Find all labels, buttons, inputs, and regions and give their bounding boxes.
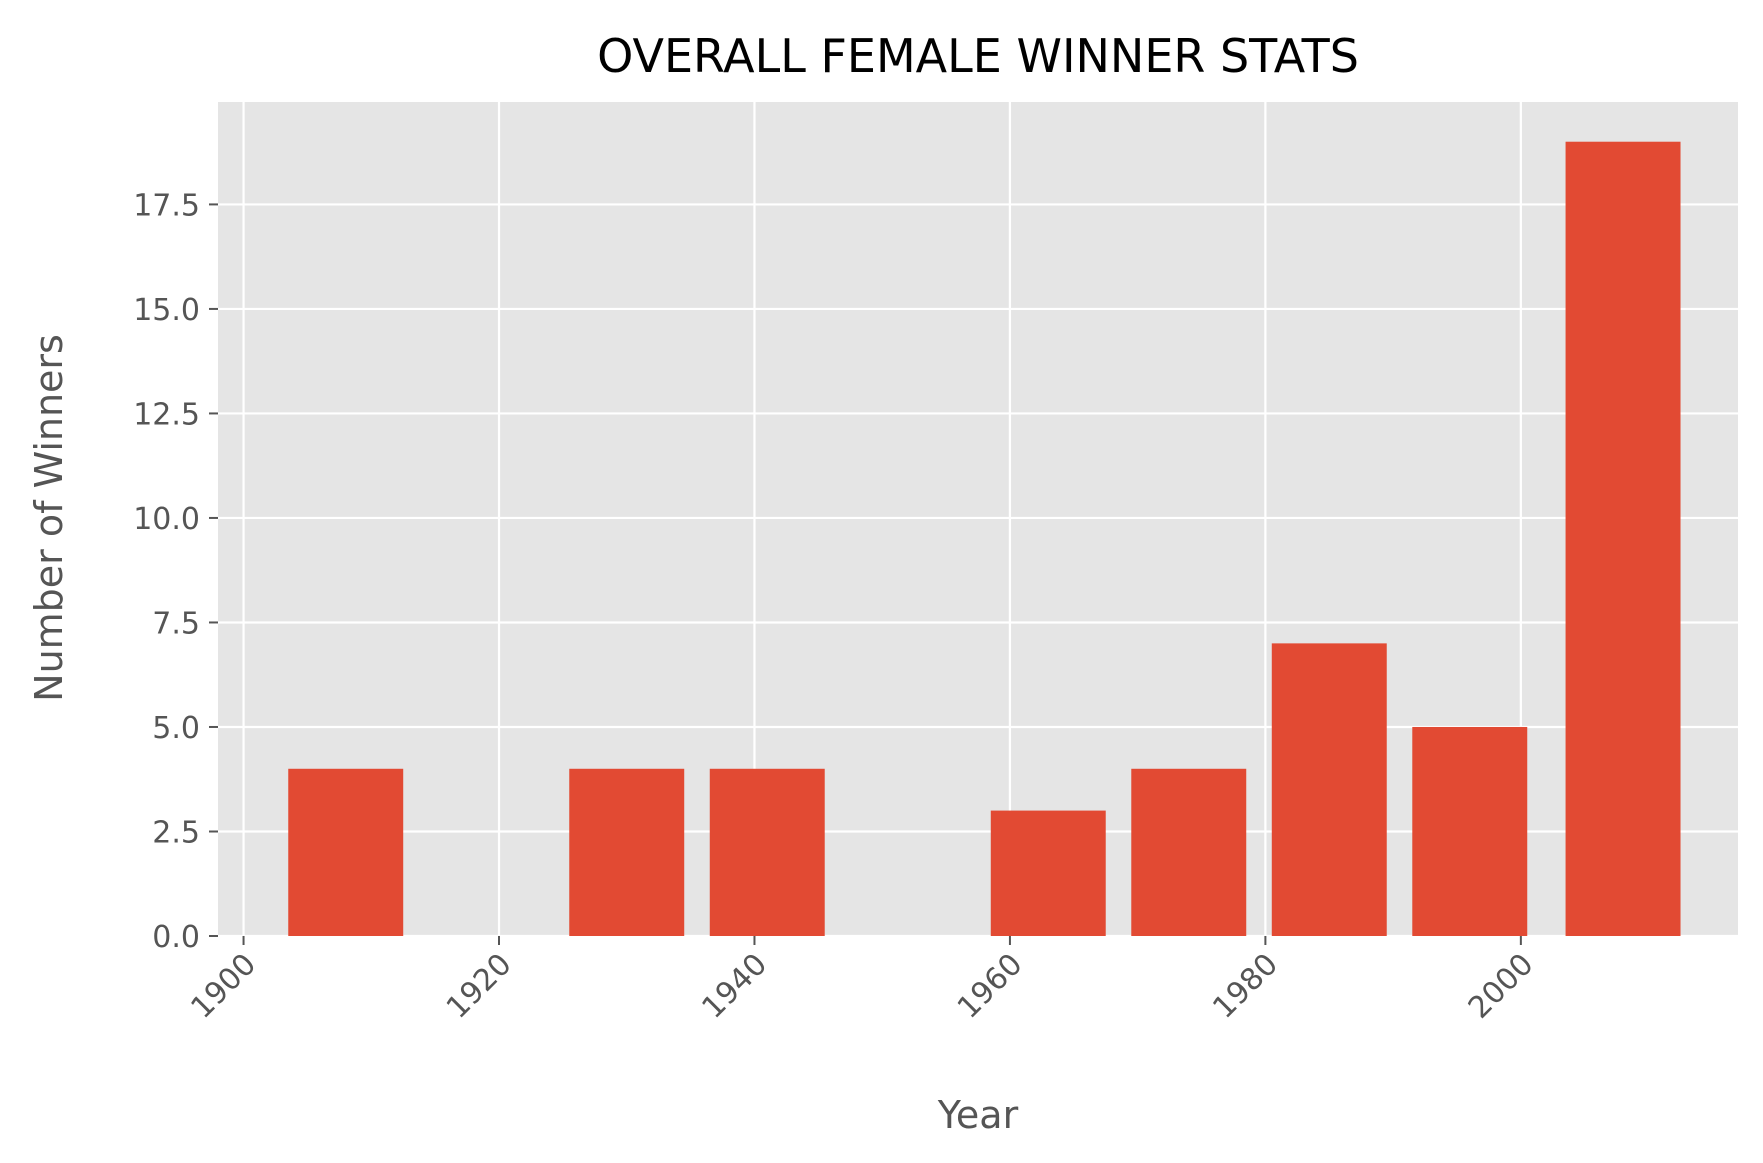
x-tick-label: 1940 [695, 947, 774, 1026]
chart-title: OVERALL FEMALE WINNER STATS [597, 29, 1359, 83]
y-tick-label: 15.0 [133, 293, 200, 328]
bar [1565, 141, 1681, 936]
x-axis-label: Year [937, 1093, 1019, 1137]
bar [288, 768, 404, 936]
y-tick-label: 2.5 [152, 815, 200, 850]
bar [1412, 726, 1528, 936]
bar [709, 768, 825, 936]
grid-lines [218, 102, 1738, 938]
x-tick-label: 1980 [1206, 947, 1285, 1026]
bar [990, 810, 1106, 936]
bars [288, 141, 1681, 936]
y-tick-label: 12.5 [133, 397, 200, 432]
y-tick-label: 10.0 [133, 502, 200, 537]
y-tick-label: 17.5 [133, 188, 200, 223]
y-axis-label: Number of Winners [27, 334, 71, 702]
y-tick-label: 5.0 [152, 711, 200, 746]
bar [569, 768, 685, 936]
y-tick-label: 7.5 [152, 606, 200, 641]
y-tick-label: 0.0 [152, 920, 200, 955]
x-tick-label: 2000 [1462, 947, 1541, 1026]
bar [1131, 768, 1247, 936]
bar [1271, 643, 1387, 936]
x-tick-label: 1900 [184, 947, 263, 1026]
x-tick-label: 1920 [440, 947, 519, 1026]
x-tick-label: 1960 [951, 947, 1030, 1026]
